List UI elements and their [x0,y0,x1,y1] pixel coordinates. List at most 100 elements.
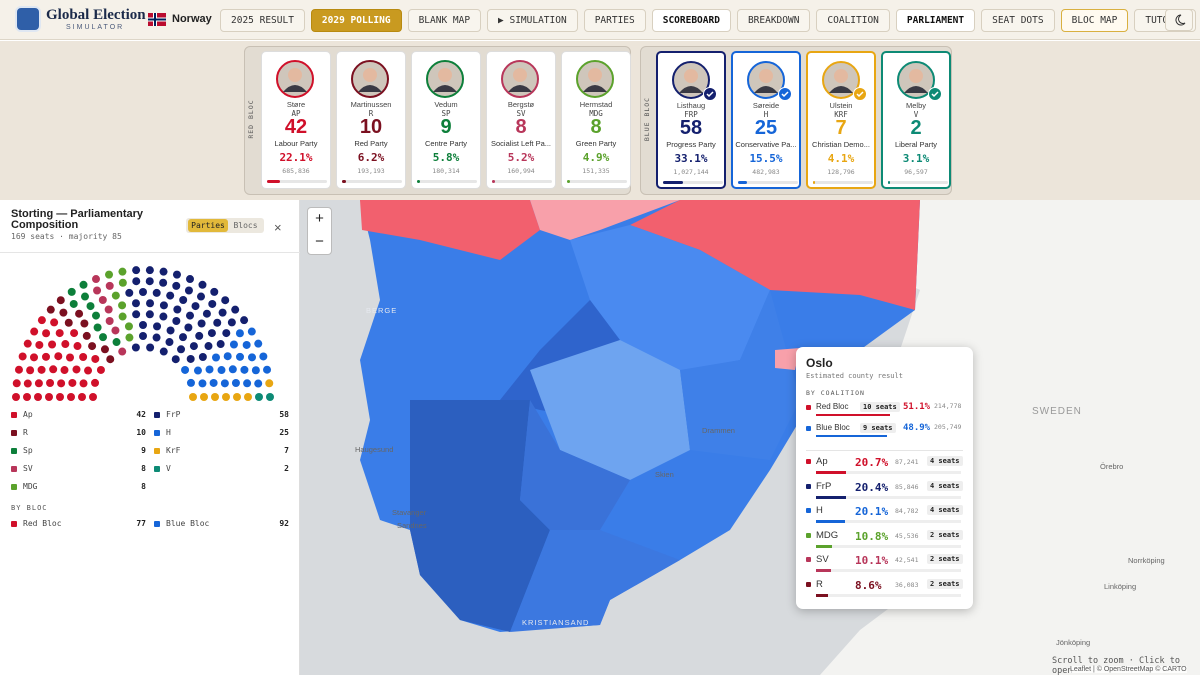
logo[interactable] [15,6,41,32]
row-share: 48.9% [903,423,931,433]
seat-dot [79,379,88,388]
candidate-card[interactable]: Hermstad MDG 8 Green Party 4.9% 151,335 [561,51,631,189]
app-title: Global Election [46,7,146,23]
seat-badge: 9 seats [860,423,896,433]
seat-dot [124,322,133,331]
section-heading: BY BLOC [11,504,48,512]
place-label: Norrköping [1128,556,1165,565]
candidate-card[interactable]: Støre AP 42 Labour Party 22.1% 685,836 [261,51,331,189]
seat-dot [112,338,121,347]
zoom-in[interactable]: + [315,210,324,227]
region[interactable] [570,225,770,380]
candidate-card[interactable]: Bergstø SV 8 Socialist Left Pa... 5.2% 160,99… [486,51,556,189]
share-track [816,520,961,524]
nav-button[interactable]: SEAT DOTS [981,9,1055,32]
region[interactable] [630,200,920,310]
candidate-card[interactable]: Vedum SP 9 Centre Party 5.8% 180,314 [411,51,481,189]
seat-dot [64,318,73,327]
divider [806,450,963,451]
candidate-card[interactable]: Martinussen R 10 Red Party 6.2% 193,193 [336,51,406,189]
legend-swatch [11,448,17,454]
region[interactable] [775,348,800,370]
region[interactable] [530,200,680,240]
nav-button[interactable]: BREAKDOWN [736,9,811,32]
vote-count: 193,193 [357,167,385,175]
seat-dot [265,379,274,388]
seat-dot [93,323,102,332]
seat-badge: 2 seats [927,579,963,589]
avatar-body [904,86,928,93]
theme-toggle[interactable] [1165,9,1193,31]
seat-dot [132,277,141,286]
legend-name: Blue Bloc [166,519,210,528]
legend-seats: 8 [141,464,146,473]
legend-swatch [154,521,160,527]
nav-button[interactable]: PARLIAMENT [895,9,976,32]
region[interactable] [510,530,680,632]
seat-dot [211,393,219,401]
toggle-button[interactable]: Parties [188,219,228,232]
nav-button[interactable]: SCOREBOARD [651,9,731,32]
avatar-head [513,68,527,82]
party-abbr: V [913,110,919,119]
seat-dot [255,393,263,401]
legend-name: V [166,464,171,473]
seat-dot [125,288,134,297]
candidate-card[interactable]: Melby V 2 Liberal Party 3.1% 96,597 [881,51,951,189]
close-button[interactable]: × [274,220,282,235]
row-votes: 84,782 [895,507,919,516]
legend-name: Sp [23,446,33,455]
seat-count: 7 [835,117,847,139]
nav-button[interactable]: 2029 POLLING [310,9,402,32]
nav-button[interactable]: 2025 RESULT [220,9,305,32]
toggle-button[interactable]: Blocs [233,221,258,230]
region[interactable] [530,340,690,480]
share-bar [816,520,846,524]
seat-dot [69,299,78,308]
candidate-card[interactable]: Ulstein KRF 7 Christian Demo... 4.1% 128,796 [806,51,876,189]
place-label: Sandnes [397,521,427,530]
candidate-card[interactable]: Søreide H 25 Conservative Pa... 15.5% 482,983 [731,51,801,189]
row-votes: 45,536 [895,531,919,540]
party-abbr: SP [441,109,451,118]
nav-button[interactable]: ▶ SIMULATION [487,9,578,32]
seat-dot [181,365,190,374]
seat-dot [145,266,154,275]
seat-dot [118,312,127,321]
check [856,91,864,98]
seat-dot [41,352,50,361]
share-bar [813,181,816,184]
share-track [417,180,477,183]
seat-count: 58 [679,117,703,139]
candidate-name: Melby [905,101,926,110]
header: Global Election SIMULATOR Norway 2025 RE… [0,0,1200,40]
map-hint: Scroll to zoom · Click to open [1052,656,1180,675]
seat-dot [48,340,57,349]
place-label: Jönköping [1056,638,1091,647]
seat-dot [208,299,217,308]
seat-dot [45,393,53,401]
candidate-card[interactable]: Listhaug FRP 58 Progress Party 33.1% 1,027,14… [656,51,726,189]
map[interactable]: + − Scroll to zoom · Click to open Leafl… [300,200,1200,675]
seat-dot [209,378,218,387]
avatar-head [834,69,848,83]
attribution[interactable]: Leaflet | © OpenStreetMap © CARTO [1070,666,1187,673]
seat-dot [139,332,147,340]
party-name: Progress Party [666,140,716,149]
share-track [816,495,961,499]
nav-button[interactable]: COALITION [816,9,890,32]
nav-button[interactable]: BLANK MAP [407,9,482,32]
seat-dot [118,267,127,276]
seat-dot [152,333,161,342]
region[interactable] [410,400,550,632]
region[interactable] [360,200,540,260]
region[interactable] [680,290,800,460]
zoom-out[interactable]: − [315,233,324,250]
avatar-body [433,85,457,92]
row-name: FrP [816,480,832,492]
country-name[interactable]: Norway [172,13,212,25]
region[interactable] [520,400,630,530]
seat-dot [75,309,84,318]
nav-button[interactable]: BLOC MAP [1060,9,1129,32]
nav-button[interactable]: PARTIES [583,9,646,32]
